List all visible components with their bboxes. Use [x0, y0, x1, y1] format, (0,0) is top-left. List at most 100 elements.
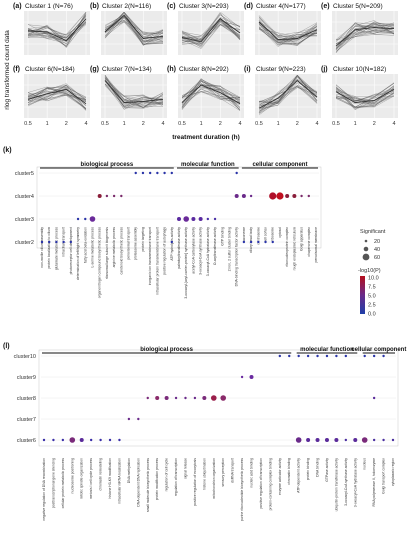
data-point: [105, 194, 109, 198]
mean-line: [181, 18, 241, 43]
cluster-label: cluster6: [17, 438, 36, 444]
data-point: [363, 354, 366, 358]
term-label: chaperone complex: [307, 227, 311, 257]
term-label: ciliary basal body: [249, 227, 253, 253]
data-point: [334, 438, 339, 442]
term-label: determination of left/right symmetry: [76, 227, 80, 280]
data-point: [335, 354, 338, 358]
data-point: [48, 240, 51, 244]
series-line: [181, 11, 241, 40]
term-label: protein binding: [306, 458, 310, 480]
data-point: [79, 438, 84, 442]
x-tick-label: 1: [354, 121, 357, 127]
term-label: histone H3-K9 modification: [108, 458, 112, 499]
term-label: negative regulation of DNA recombination: [42, 458, 46, 521]
term-label: cell cortex: [264, 227, 268, 243]
series-line: [181, 88, 241, 109]
term-label: protein targeting: [141, 227, 145, 252]
series-line: [335, 85, 395, 109]
x-tick-label: 1: [200, 121, 203, 127]
term-label: cytosol: [278, 227, 282, 238]
x-tick-label: 0.5: [255, 121, 263, 127]
data-point: [148, 171, 152, 175]
mean-line: [335, 27, 395, 47]
series-line: [335, 30, 395, 44]
line-panels: (a) Cluster 1 (N=76) (b) Cluster 2(N=116) (c…: [13, 3, 398, 127]
data-point: [137, 417, 140, 421]
series-line: [104, 21, 164, 45]
data-point: [99, 438, 102, 442]
panel-title: Cluster 1 (N=76): [25, 3, 73, 10]
series-line: [335, 22, 395, 42]
cluster-panel: (d) Cluster 4(N=177): [244, 3, 321, 55]
go-dotplot-k: biological process molecular function cell…: [15, 162, 322, 299]
mean-line: [258, 21, 318, 41]
term-label: protein localization to cilium: [47, 227, 51, 269]
series-line: [181, 83, 241, 110]
data-point: [127, 417, 131, 421]
data-point: [235, 171, 238, 175]
cluster-panel: (b) Cluster 2(N=116): [90, 3, 167, 55]
term-label: O-acyltransferase activity: [213, 227, 217, 265]
term-label: centrosome: [256, 227, 260, 245]
series-line: [104, 84, 164, 107]
size-legend-dot: [362, 253, 370, 261]
cluster-label: cluster10: [14, 354, 36, 360]
x-tick-label: 0.5: [24, 121, 32, 127]
term-label: organonitrogen compound biosynthetic pro…: [98, 227, 102, 299]
category-header: biological process: [81, 162, 134, 168]
series-line: [27, 90, 87, 101]
series-line: [258, 24, 318, 42]
series-line: [335, 28, 395, 52]
size-legend-dot: [364, 239, 368, 243]
x-tick-label: 1: [123, 121, 126, 127]
series-line: [27, 88, 87, 107]
plot-frame: [38, 349, 399, 447]
panel-title: Cluster 6(N=184): [25, 66, 75, 73]
series-line: [27, 15, 87, 38]
data-point: [325, 354, 329, 358]
data-point: [324, 438, 329, 442]
data-point: [382, 354, 385, 358]
data-point: [391, 438, 395, 442]
term-label: DNA binding: [316, 458, 320, 477]
data-point: [69, 437, 76, 443]
term-label: dsRNA transport: [231, 458, 235, 483]
panel-label: (i): [244, 66, 251, 73]
color-tick-label: 0.0: [368, 312, 376, 318]
term-label: protein-containing complex binding: [268, 458, 272, 511]
term-label: positive regulation of autophagy: [163, 227, 167, 275]
term-label: mitochondrion organization: [212, 458, 216, 499]
term-label: ribosomal large subunit biogenesis: [105, 227, 109, 280]
term-label: nucleic acid binding: [250, 458, 254, 488]
term-label: mitotic spindle organization: [80, 458, 84, 499]
data-point: [240, 375, 244, 379]
cluster-label: cluster4: [15, 194, 34, 200]
data-point: [257, 240, 260, 244]
term-label: regulation of transcription: [174, 458, 178, 496]
data-point: [76, 217, 80, 221]
data-point: [269, 192, 277, 200]
data-point: [213, 217, 217, 221]
data-point: [316, 354, 319, 358]
term-label: acetyl-CoA carboxylase activity: [191, 227, 195, 274]
panel-title: Cluster 8(N=292): [179, 66, 229, 73]
series-line: [181, 83, 241, 108]
panel-label: (c): [167, 3, 176, 10]
color-legend-title: -log10(P): [358, 268, 381, 274]
data-point: [372, 354, 376, 358]
term-label: non-motile cilium assembly: [40, 227, 44, 268]
x-tick-label: 2: [65, 121, 68, 127]
x-axis-label: treatment duration (h): [172, 134, 240, 141]
term-label: chromatin binding: [287, 458, 291, 485]
series-line: [181, 78, 241, 108]
term-label: ribonucleoprotein complex: [285, 227, 289, 267]
cluster-panel: (f) Cluster 6(N=184) 0.5 1 2 4: [13, 66, 90, 127]
data-point: [344, 354, 348, 358]
term-label: ATP hydrolysis activity: [170, 227, 174, 261]
data-point: [271, 240, 274, 244]
data-point: [234, 194, 239, 198]
data-point: [55, 240, 58, 244]
term-label: peroxisomal membrane: [314, 227, 318, 263]
panel-label: (f): [13, 66, 20, 73]
